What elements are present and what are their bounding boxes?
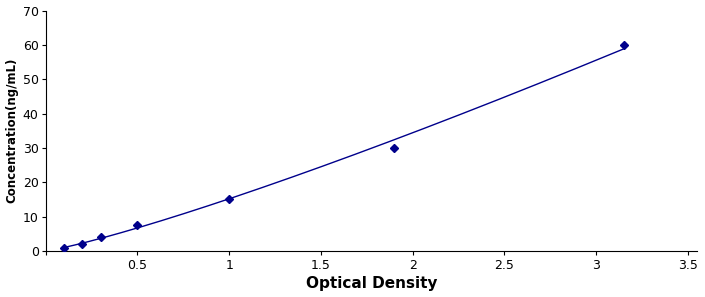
Y-axis label: Concentration(ng/mL): Concentration(ng/mL) (6, 58, 18, 203)
X-axis label: Optical Density: Optical Density (306, 277, 437, 291)
